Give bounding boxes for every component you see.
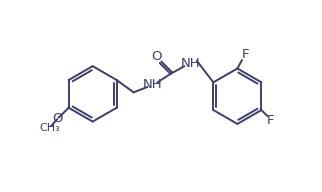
Text: NH: NH [142, 78, 162, 91]
Text: CH₃: CH₃ [39, 123, 60, 133]
Text: O: O [151, 50, 162, 63]
Text: NH: NH [181, 57, 200, 70]
Text: F: F [242, 48, 249, 61]
Text: O: O [52, 112, 63, 125]
Text: F: F [267, 114, 274, 127]
